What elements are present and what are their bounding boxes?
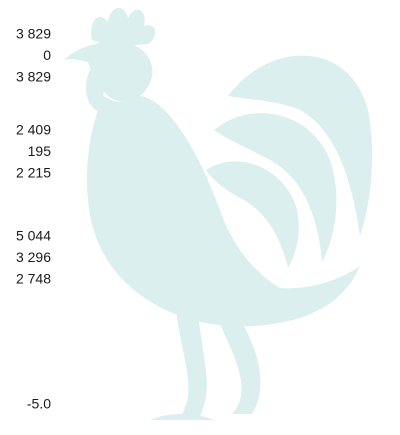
amount: 2 409 [16, 122, 51, 138]
page-canvas: 3 829 0 3 829 2 409 195 2 215 5 044 3 296 2 748 -… [0, 0, 400, 435]
amount: 2 215 [16, 165, 51, 181]
amount: 5 044 [16, 228, 51, 244]
document-page: 3 829 0 3 829 2 409 195 2 215 5 044 3 296 2 748 -… [0, 0, 400, 435]
amount: 2 748 [16, 271, 51, 287]
amount: 0 [43, 47, 51, 63]
rooster-watermark [64, 8, 372, 420]
amount: 3 296 [16, 249, 51, 265]
amount: 195 [28, 143, 52, 159]
amount: 3 829 [16, 26, 51, 42]
amount: 3 829 [16, 69, 51, 85]
number-column: 3 829 0 3 829 2 409 195 2 215 5 044 3 296 2 748 -… [16, 26, 51, 412]
footer-value: -5.0 [27, 396, 51, 412]
